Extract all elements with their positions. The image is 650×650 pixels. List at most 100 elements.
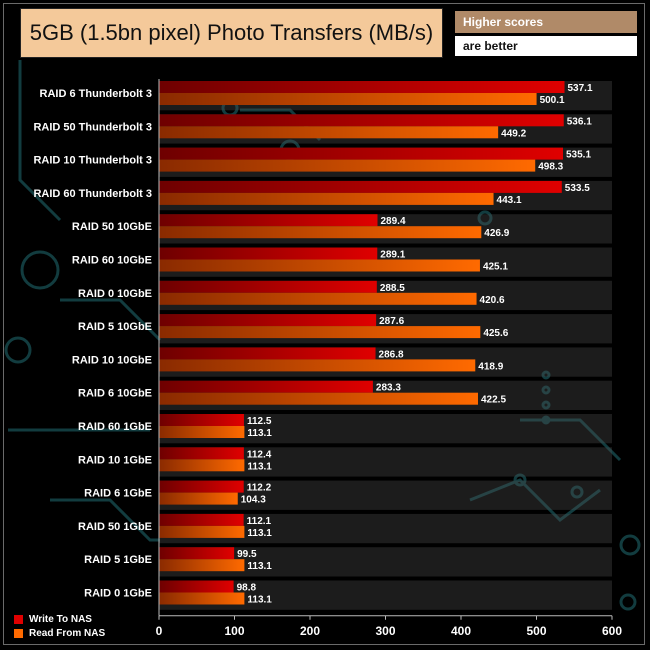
circuit-trace	[469, 478, 601, 522]
bar-write	[159, 114, 564, 127]
circuit-trace	[60, 298, 162, 342]
bar-read	[159, 392, 478, 405]
bar-write	[159, 347, 376, 360]
bar-write	[159, 447, 244, 460]
bar-read	[159, 559, 245, 572]
bar-read	[159, 192, 494, 205]
value-label-write: 537.1	[568, 83, 593, 94]
bar-write	[159, 513, 244, 526]
bar-read	[159, 259, 480, 272]
value-label-write: 112.4	[247, 449, 272, 460]
bar-read	[159, 292, 477, 305]
bar-write	[159, 180, 562, 193]
circuit-node	[513, 473, 527, 487]
legend-label-write: Write To NAS	[29, 613, 92, 625]
value-label-write: 112.5	[247, 416, 272, 427]
higher-scores-note: Higher scores	[455, 11, 637, 33]
value-label-read: 449.2	[501, 128, 526, 139]
legend-label-read: Read From NAS	[29, 627, 106, 639]
background-decoration	[4, 60, 641, 611]
circuit-node	[4, 336, 32, 364]
circuit-node	[541, 385, 551, 395]
value-label-read: 418.9	[478, 361, 503, 372]
category-label: RAID 10 Thunderbolt 3	[33, 155, 152, 167]
bar-read	[159, 426, 245, 438]
value-label-write: 283.3	[376, 383, 401, 394]
bar-write	[159, 280, 377, 293]
value-label-write: 287.6	[379, 316, 404, 327]
value-label-read: 113.1	[247, 428, 272, 439]
bar-read	[159, 359, 476, 372]
circuit-node	[541, 415, 551, 425]
legend-swatch-write	[14, 614, 23, 624]
value-label-write: 286.8	[379, 349, 404, 360]
bar-write	[159, 214, 378, 227]
category-label: RAID 10 1GbE	[78, 454, 152, 466]
circuit-trace	[18, 60, 62, 222]
bars	[159, 81, 565, 605]
category-label: RAID 5 10GbE	[78, 321, 152, 333]
x-tick-label: 300	[375, 624, 395, 638]
x-tick-label: 200	[300, 624, 320, 638]
value-label-read: 425.1	[483, 262, 508, 273]
are-better-note: are better	[455, 36, 637, 56]
x-tick-label: 600	[602, 624, 622, 638]
value-label-write: 99.5	[237, 549, 257, 560]
bar-read	[159, 592, 245, 605]
value-label-read: 498.3	[538, 162, 563, 173]
legend-item-read: Read From NAS	[14, 626, 105, 640]
circuit-node	[477, 210, 493, 226]
circuit-node	[570, 485, 584, 499]
bar-write	[159, 147, 564, 160]
value-label-read: 443.1	[497, 195, 522, 206]
bar-write	[159, 314, 377, 327]
category-label: RAID 50 Thunderbolt 3	[33, 121, 152, 133]
legend-swatch-read	[14, 628, 23, 638]
value-label-write: 289.4	[380, 216, 405, 227]
category-label: RAID 60 1GbE	[78, 421, 152, 433]
category-label: RAID 6 10GbE	[78, 388, 152, 400]
legend: Write To NAS Read From NAS	[14, 612, 105, 640]
circuit-node	[541, 400, 551, 410]
x-tick-label: 400	[451, 624, 471, 638]
category-label: RAID 0 10GbE	[78, 288, 152, 300]
value-label-read: 113.1	[247, 595, 272, 606]
category-label: RAID 50 1GbE	[78, 521, 152, 533]
bar-write	[159, 81, 565, 93]
bar-write	[159, 380, 373, 393]
value-label-write: 289.1	[380, 250, 405, 261]
value-label-read: 426.9	[484, 228, 509, 239]
bar-read	[159, 492, 238, 505]
value-label-write: 535.1	[566, 150, 591, 161]
x-tick-label: 100	[224, 624, 244, 638]
value-label-write: 98.8	[237, 583, 257, 594]
value-label-write: 533.5	[565, 183, 590, 194]
category-label: RAID 6 1GbE	[84, 488, 152, 500]
value-label-write: 112.1	[247, 516, 272, 527]
value-label-read: 422.5	[481, 395, 506, 406]
circuit-node	[541, 370, 551, 380]
category-label: RAID 6 Thunderbolt 3	[40, 88, 152, 100]
bar-write	[159, 247, 378, 260]
chart-title: 5GB (1.5bn pixel) Photo Transfers (MB/s)	[20, 8, 443, 58]
category-label: RAID 10 10GbE	[72, 354, 152, 366]
bar-read	[159, 226, 482, 239]
value-label-read: 113.1	[247, 561, 272, 572]
value-label-read: 104.3	[241, 495, 266, 506]
x-axis: 0 100 200 300 400 500 600	[156, 79, 622, 638]
value-label-read: 420.6	[480, 295, 505, 306]
bar-read	[159, 459, 245, 472]
bar-read	[159, 93, 537, 105]
value-label-read: 113.1	[247, 528, 272, 539]
category-label: RAID 50 10GbE	[72, 221, 152, 233]
circuit-node	[619, 593, 637, 611]
value-label-write: 536.1	[567, 116, 592, 127]
chart-frame	[3, 3, 645, 645]
bar-read	[159, 126, 499, 139]
value-label-write: 288.5	[380, 283, 405, 294]
bar-write	[159, 480, 244, 493]
value-label-read: 113.1	[247, 461, 272, 472]
